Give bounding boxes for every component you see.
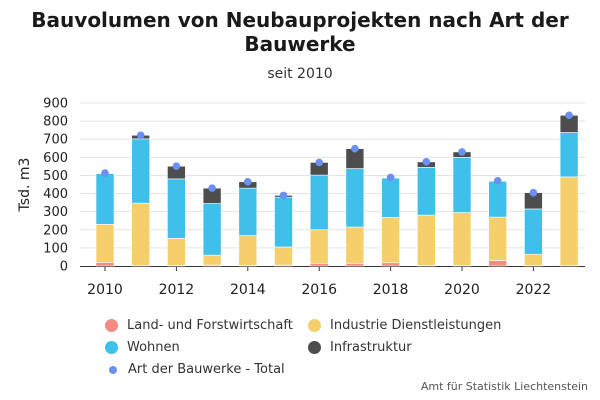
total-point xyxy=(458,148,466,156)
y-tick-label: 400 xyxy=(43,187,68,202)
bar-industrie-dienstleistungen xyxy=(381,217,400,264)
bar-wohnen xyxy=(274,196,293,248)
y-tick-label: 0 xyxy=(60,260,68,275)
bar-industrie-dienstleistungen xyxy=(345,226,365,264)
bar-industrie-dienstleistungen xyxy=(488,216,508,261)
bar-industrie-dienstleistungen xyxy=(309,229,329,264)
total-point xyxy=(172,162,181,171)
bar-industrie-dienstleistungen xyxy=(131,202,150,266)
bar-industrie-dienstleistungen xyxy=(238,235,258,266)
legend-label-total: Art der Bauwerke - Total xyxy=(128,362,285,377)
bar-land-und-forstwirtschaft xyxy=(309,262,329,267)
total-point xyxy=(493,176,502,185)
bar-land-und-forstwirtschaft xyxy=(488,260,508,267)
source-credit: Amt für Statistik Liechtenstein xyxy=(420,380,588,393)
legend-item-land-forst[interactable]: Land- und Forstwirtschaft xyxy=(105,318,293,333)
total-point xyxy=(351,144,359,153)
y-tick-label: 200 xyxy=(43,223,68,238)
total-point xyxy=(422,158,431,166)
bar-wohnen xyxy=(452,157,472,213)
bar-wohnen xyxy=(559,132,579,178)
x-tick-label: 2018 xyxy=(373,282,409,298)
x-tick-label: 2020 xyxy=(444,282,480,298)
legend-item-total[interactable]: Art der Bauwerke - Total xyxy=(107,362,285,377)
chart-subtitle: seit 2010 xyxy=(267,66,333,82)
total-point xyxy=(386,173,395,182)
legend-item-wohnen[interactable]: Wohnen xyxy=(105,340,180,355)
y-tick-label: 500 xyxy=(43,169,68,184)
y-tick-label: 800 xyxy=(43,115,68,130)
y-tick-label: 100 xyxy=(43,241,68,256)
bar-wohnen xyxy=(488,180,508,218)
bar-wohnen xyxy=(202,203,222,256)
total-point xyxy=(101,169,109,177)
bar-wohnen xyxy=(167,178,186,239)
bar-wohnen xyxy=(238,187,258,236)
legend-item-industrie[interactable]: Industrie Dienstleistungen xyxy=(308,318,501,333)
y-tick-label: 900 xyxy=(43,97,68,112)
total-point xyxy=(529,188,538,197)
bar-wohnen xyxy=(381,177,400,218)
total-point xyxy=(315,158,324,167)
legend-label-industrie: Industrie Dienstleistungen xyxy=(330,318,502,333)
bar-land-und-forstwirtschaft xyxy=(95,262,115,267)
bar-industrie-dienstleistungen xyxy=(559,176,579,266)
legend-swatch-total xyxy=(109,365,117,374)
legend-label-wohnen: Wohnen xyxy=(127,340,180,355)
total-point xyxy=(565,111,573,120)
legend-label-land-forst: Land- und Forstwirtschaft xyxy=(127,318,293,333)
x-tick-label: 2010 xyxy=(87,282,123,298)
bar-industrie-dienstleistungen xyxy=(274,246,293,266)
total-point xyxy=(208,184,216,192)
bar-industrie-dienstleistungen xyxy=(416,214,436,266)
y-axis-title: Tsd. m3 xyxy=(17,158,33,213)
bar-wohnen xyxy=(309,174,329,231)
legend-swatch-industrie xyxy=(308,319,321,332)
bar-land-und-forstwirtschaft xyxy=(381,262,400,267)
chart-title: Bauvolumen von Neubauprojekten nach Art … xyxy=(31,8,569,56)
legend-label-infrastruktur: Infrastruktur xyxy=(330,340,412,355)
legend-swatch-land-forst xyxy=(105,319,118,332)
x-tick-label: 2014 xyxy=(230,282,266,298)
bar-industrie-dienstleistungen xyxy=(202,254,222,266)
bar-wohnen xyxy=(524,208,543,255)
bar-industrie-dienstleistungen xyxy=(524,253,543,266)
x-tick-label: 2016 xyxy=(301,282,337,298)
total-point xyxy=(279,191,288,200)
bar-wohnen xyxy=(95,173,115,225)
bar-wohnen xyxy=(416,166,436,216)
total-point xyxy=(136,131,145,140)
x-tick-label: 2012 xyxy=(159,282,195,298)
legend-item-infrastruktur[interactable]: Infrastruktur xyxy=(308,340,412,355)
legend-swatch-infrastruktur xyxy=(308,341,321,354)
y-tick-label: 300 xyxy=(43,205,68,220)
bar-industrie-dienstleistungen xyxy=(167,237,186,266)
total-point xyxy=(244,177,252,186)
x-tick-label: 2022 xyxy=(516,282,552,298)
legend-swatch-wohnen xyxy=(105,341,118,354)
bar-land-und-forstwirtschaft xyxy=(345,262,365,267)
y-tick-label: 600 xyxy=(43,151,68,166)
bar-industrie-dienstleistungen xyxy=(452,212,472,266)
bar-wohnen xyxy=(131,138,150,204)
bar-wohnen xyxy=(345,168,365,228)
y-tick-label: 700 xyxy=(43,133,68,148)
bar-industrie-dienstleistungen xyxy=(95,224,115,263)
